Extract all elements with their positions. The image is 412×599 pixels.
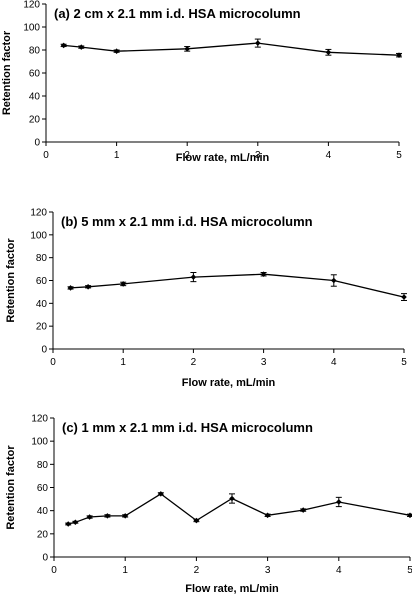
x-axis-title: Flow rate, mL/min <box>182 377 276 389</box>
series-line <box>68 493 411 525</box>
y-tick-label: 40 <box>29 92 41 103</box>
y-tick-label: 40 <box>37 506 49 517</box>
y-tick-label: 120 <box>31 414 48 425</box>
y-tick-label: 0 <box>42 553 48 564</box>
chart-panel-1: 0 20 40 60 80 100 120 0 1 2 3 4 5 (b) 5 mm x 2.1 mm i… <box>5 208 407 390</box>
y-tick-label: 40 <box>36 299 48 310</box>
x-tick-label: 1 <box>114 150 120 161</box>
data-point <box>229 495 235 502</box>
x-tick-label: 5 <box>396 150 402 161</box>
y-tick-label: 20 <box>29 115 41 126</box>
data-point <box>113 48 120 54</box>
x-tick-label: 5 <box>401 357 407 368</box>
y-tick-label: 80 <box>37 460 49 471</box>
chart-panel-2: 0 20 40 60 80 100 120 0 1 2 3 4 5 (c) 1 mm x 2.1 mm i… <box>5 414 412 595</box>
data-point <box>260 271 267 278</box>
y-tick-label: 120 <box>23 0 40 11</box>
data-point <box>85 283 91 290</box>
data-point <box>255 40 261 46</box>
x-tick-label: 2 <box>184 150 190 161</box>
chart-title: (b) 5 mm x 2.1 mm i.d. HSA microcolumn <box>61 214 313 229</box>
y-tick-label: 60 <box>37 483 49 494</box>
x-tick-label: 3 <box>255 150 261 161</box>
x-tick-label: 4 <box>326 150 332 161</box>
data-point <box>300 507 306 513</box>
x-axis-title: Flow rate, mL/min <box>176 152 270 164</box>
y-tick-label: 100 <box>23 23 40 34</box>
x-tick-label: 4 <box>336 565 342 576</box>
data-point <box>396 52 402 58</box>
x-tick-label: 1 <box>120 357 126 368</box>
data-point <box>401 294 407 300</box>
data-point <box>264 512 271 519</box>
y-axis-title: Retention factor <box>5 238 17 323</box>
x-tick-label: 0 <box>43 150 49 161</box>
y-tick-label: 60 <box>29 69 41 80</box>
data-point <box>193 517 200 524</box>
chart-panel-0: 0 20 40 60 80 100 120 0 1 2 3 4 5 (a) 2 cm x 2.1 mm i… <box>1 0 402 164</box>
x-tick-label: 1 <box>122 565 128 576</box>
data-point <box>120 281 126 287</box>
y-tick-label: 20 <box>37 529 49 540</box>
x-tick-label: 2 <box>191 357 197 368</box>
x-tick-label: 5 <box>407 565 412 576</box>
data-point <box>190 274 197 280</box>
x-axis-title: Flow rate, mL/min <box>185 583 279 595</box>
y-tick-label: 80 <box>36 253 48 264</box>
data-point <box>407 512 412 519</box>
x-tick-label: 0 <box>50 357 56 368</box>
data-point <box>122 513 128 519</box>
data-point <box>60 42 67 49</box>
data-point <box>331 277 337 284</box>
x-tick-label: 3 <box>265 565 271 576</box>
x-tick-label: 4 <box>331 357 337 368</box>
y-tick-label: 0 <box>34 138 40 149</box>
data-point <box>72 519 79 526</box>
y-axis-title: Retention factor <box>5 445 17 530</box>
series-line <box>63 42 400 56</box>
data-point <box>336 499 342 505</box>
data-point <box>325 49 332 56</box>
x-tick-label: 0 <box>51 565 57 576</box>
chart-title: (a) 2 cm x 2.1 mm i.d. HSA microcolumn <box>54 6 301 21</box>
data-point <box>184 46 190 52</box>
x-tick-label: 3 <box>261 357 267 368</box>
y-tick-label: 60 <box>36 276 48 287</box>
y-axis-title: Retention factor <box>1 30 13 115</box>
y-tick-label: 20 <box>36 322 48 333</box>
y-tick-label: 120 <box>30 208 47 219</box>
y-tick-label: 0 <box>41 345 47 356</box>
data-point <box>78 44 85 50</box>
data-point <box>65 521 72 527</box>
data-point <box>86 514 93 520</box>
data-point <box>67 285 74 291</box>
y-tick-label: 100 <box>30 230 47 241</box>
x-tick-label: 2 <box>194 565 200 576</box>
chart-title: (c) 1 mm x 2.1 mm i.d. HSA microcolumn <box>62 420 313 435</box>
data-point <box>104 513 111 519</box>
data-point <box>158 491 164 497</box>
y-tick-label: 80 <box>29 46 41 57</box>
y-tick-label: 100 <box>31 437 48 448</box>
